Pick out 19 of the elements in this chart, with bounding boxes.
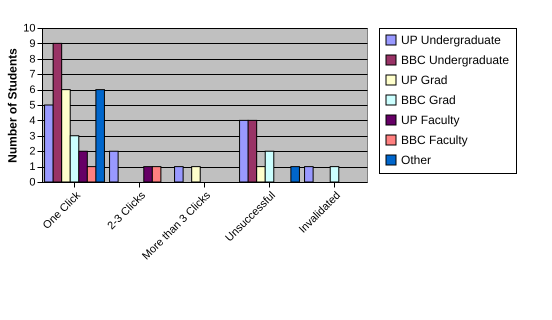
y-tick-label: 0 [29,176,36,188]
y-axis-title: Number of Students [5,48,20,163]
y-tick-label: 9 [29,38,36,50]
legend-label: BBC Grad [401,93,456,107]
y-tick-label: 1 [29,161,36,174]
legend-label: BBC Faculty [401,133,468,147]
legend-label: BBC Undergraduate [401,53,510,67]
legend-label: UP Faculty [401,113,460,127]
y-tick-label: 6 [29,84,36,96]
y-tick-label: 5 [29,100,36,112]
y-tick-label: 7 [29,68,36,81]
y-tick-label: 3 [29,130,36,142]
y-tick-label: 8 [29,53,36,66]
y-tick-label: 2 [29,146,36,158]
y-tick-label: 10 [23,22,36,34]
y-tick-label: 4 [29,114,36,127]
legend-label: UP Undergraduate [401,33,502,47]
legend-label: Other [401,153,432,167]
legend-label: UP Grad [401,73,448,87]
